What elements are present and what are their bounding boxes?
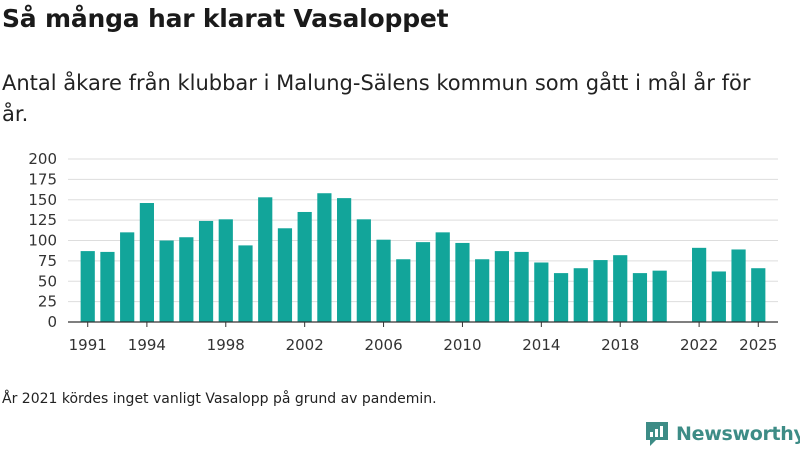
bar-2001 (277, 228, 293, 322)
y-tick-label: 25 (38, 293, 57, 311)
bar-2014 (534, 262, 549, 322)
brand[interactable]: Newsworthy (644, 420, 800, 448)
bar-chart: 0 25 50 75 100 125 150 175 200 1991 1994 1998 2002 20… (28, 150, 778, 354)
bar-1991 (80, 251, 95, 322)
bar-2011 (475, 259, 490, 322)
bar-2024 (731, 249, 746, 322)
bar-2025 (751, 268, 766, 322)
y-tick-label: 50 (38, 272, 57, 290)
x-tick-label: 2006 (364, 336, 402, 354)
bar-2000 (258, 197, 273, 322)
bar-2015 (553, 273, 569, 322)
x-tick-label: 2025 (739, 336, 777, 354)
bar-2016 (573, 268, 588, 322)
bar-1999 (238, 245, 253, 322)
bar-1997 (198, 220, 214, 322)
y-tick-label: 200 (28, 150, 57, 168)
bar-2012 (494, 251, 509, 322)
bar-2022 (692, 247, 707, 322)
bar-1992 (100, 251, 115, 322)
y-tick-label: 175 (28, 170, 57, 188)
y-tick-label: 100 (28, 232, 57, 250)
bar-1994 (139, 203, 154, 322)
x-tick-label: 1998 (207, 336, 245, 354)
x-tick-label: 2010 (443, 336, 481, 354)
bar-2023 (711, 271, 726, 322)
bar-2006 (376, 239, 391, 322)
brand-name: Newsworthy (676, 423, 800, 445)
x-tick-label: 2002 (286, 336, 324, 354)
y-tick-label: 150 (28, 191, 57, 209)
bar-1995 (159, 240, 174, 322)
bar-2013 (514, 251, 529, 322)
x-tick-label: 1991 (69, 336, 107, 354)
bar-2008 (415, 242, 431, 322)
y-tick-label: 75 (38, 252, 57, 270)
bar-1998 (218, 219, 233, 322)
x-tick-label: 2018 (601, 336, 639, 354)
axes: 0 25 50 75 100 125 150 175 200 1991 1994 1998 2002 20… (28, 150, 778, 354)
bar-2009 (435, 232, 450, 322)
footnote: År 2021 kördes inget vanligt Vasalopp på… (2, 391, 437, 407)
bar-2020 (652, 270, 667, 322)
y-tick-label: 125 (28, 211, 57, 229)
chart-subtitle: Antal åkare från klubbar i Malung-Sälens… (2, 71, 751, 126)
bars (80, 193, 766, 322)
x-tick-label: 2014 (522, 336, 560, 354)
y-tick-label: 0 (47, 313, 57, 331)
bar-2018 (613, 255, 628, 322)
bar-2004 (337, 198, 352, 322)
bar-2003 (317, 193, 332, 322)
bar-1996 (179, 237, 194, 322)
bar-2007 (396, 259, 411, 322)
bar-2017 (593, 260, 608, 322)
bar-2010 (455, 242, 470, 322)
bar-2019 (632, 273, 648, 322)
chart-title: Så många har klarat Vasaloppet (2, 4, 449, 33)
bar-2005 (356, 219, 371, 322)
bar-1993 (120, 232, 135, 322)
newsworthy-logo-icon (646, 422, 668, 446)
x-tick-label: 2022 (680, 336, 718, 354)
bar-2002 (297, 211, 312, 322)
x-tick-label: 1994 (128, 336, 166, 354)
